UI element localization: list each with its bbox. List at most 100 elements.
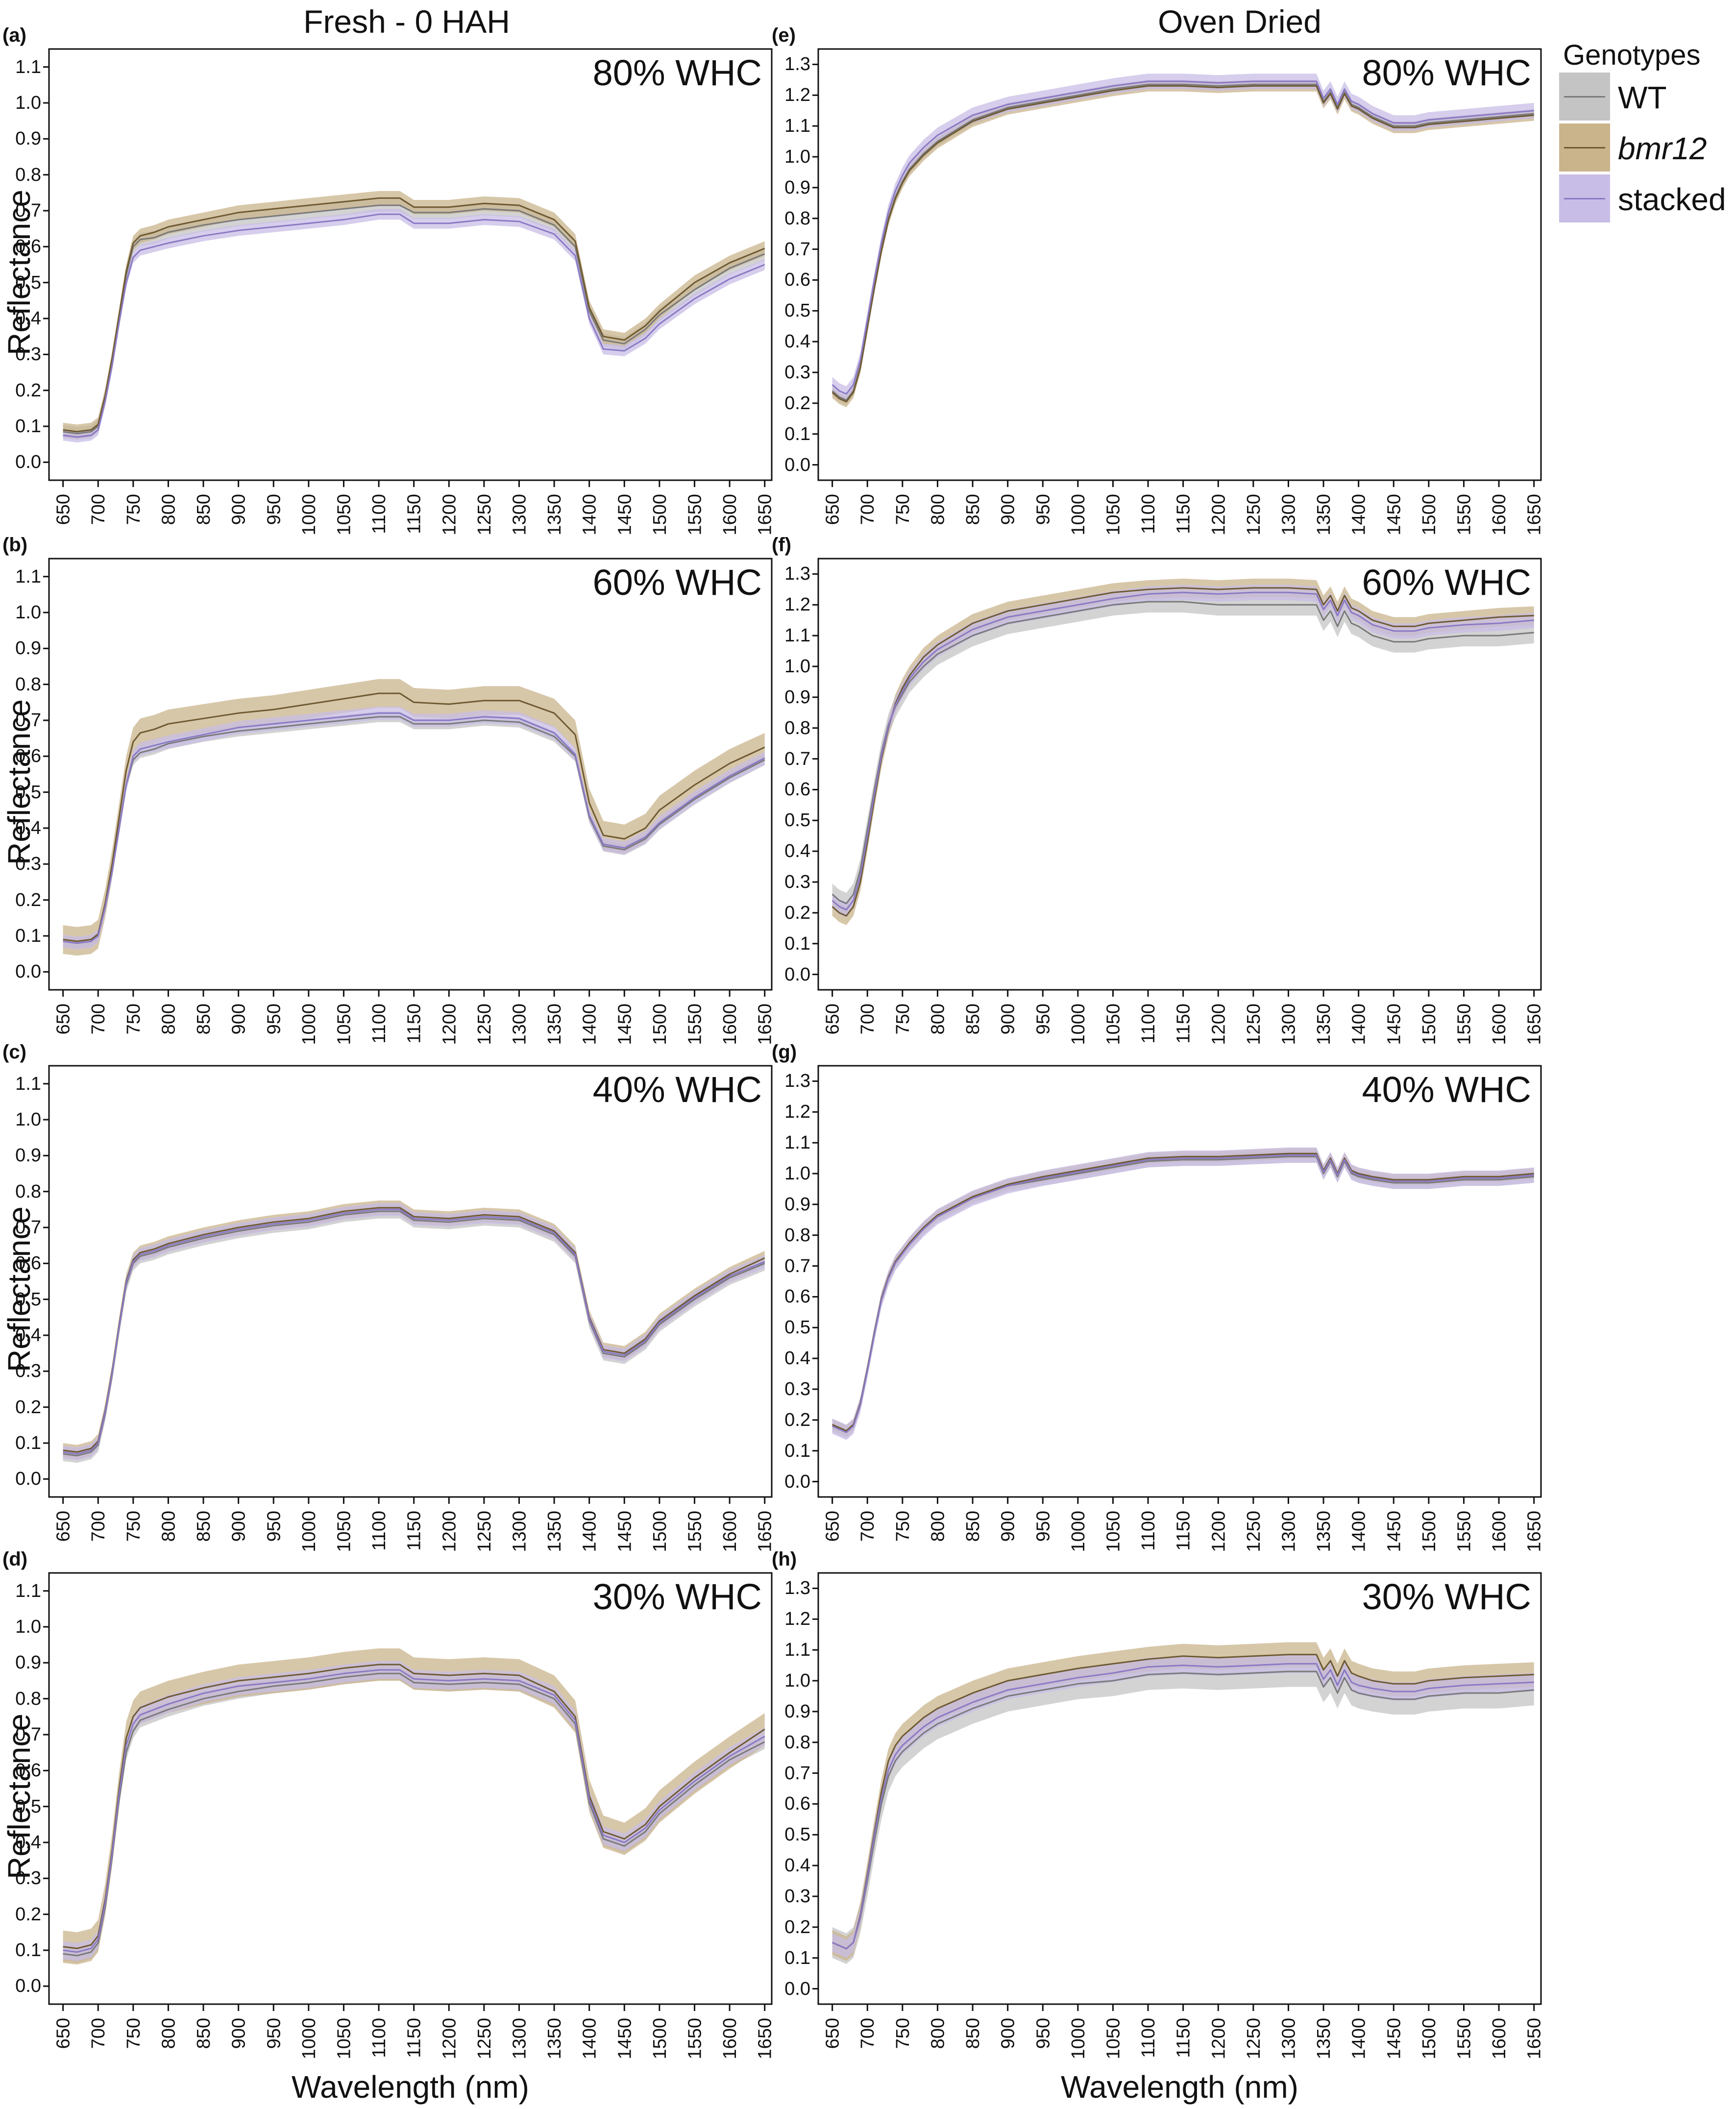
x-tick-label: 1650: [755, 2018, 776, 2060]
x-tick-label: 1550: [685, 2018, 705, 2060]
y-tick-label: 0.9: [15, 1652, 41, 1673]
x-tick-label: 1600: [720, 1004, 740, 1045]
x-tick-label: 1350: [544, 2018, 565, 2060]
x-tick-label: 850: [194, 1004, 214, 1034]
y-tick-label: 0.2: [15, 1904, 41, 1925]
legend-key-wt: [1559, 73, 1610, 121]
x-tick-label: 1000: [1068, 1511, 1089, 1552]
x-tick-label: 850: [194, 1511, 214, 1542]
plot-frame: [817, 1572, 1542, 2005]
x-tick-label: 1550: [1454, 1511, 1474, 1552]
x-tick-label: 1250: [1244, 2018, 1264, 2060]
x-tick-label: 800: [158, 1511, 179, 1542]
whc-annotation-d: 30% WHC: [592, 1576, 762, 1617]
x-tick-label: 1050: [334, 1511, 354, 1552]
y-tick-label: 0.8: [784, 1732, 810, 1753]
x-tick-label: 650: [823, 494, 843, 525]
panel-label-c: (c): [2, 1041, 26, 1063]
x-tick-label: 850: [963, 1004, 983, 1034]
x-tick-label: 650: [53, 1511, 74, 1542]
series-line-stacked: [831, 80, 1534, 395]
y-tick-label: 0.4: [15, 308, 41, 329]
whc-annotation-c: 40% WHC: [592, 1069, 762, 1110]
y-tick-label: 0.9: [15, 1145, 41, 1166]
x-tick-label: 1200: [1208, 494, 1229, 536]
chart-svg-g: 650 700 750 800 850 900 950 1000 1050 1100 1150 120…: [812, 1065, 1545, 1552]
y-tick-label: 0.2: [15, 1397, 41, 1418]
x-tick-label: 1400: [1349, 1511, 1369, 1552]
series-line-stacked: [63, 1208, 765, 1455]
y-tick-label: 1.0: [784, 1163, 810, 1184]
x-tick-label: 1400: [1349, 2018, 1369, 2060]
series-line-bmr12: [63, 692, 765, 942]
y-tick-label: 0.9: [15, 128, 41, 149]
legend-item-bmr12: bmr12: [1558, 123, 1735, 174]
x-tick-label: 1250: [1244, 494, 1264, 536]
panel-a: 650 700 750 800 850 900 950 1000 1050 1100 1150 120…: [43, 48, 776, 536]
y-tick-label: 0.9: [784, 177, 810, 198]
x-tick-label: 1550: [685, 494, 705, 536]
x-tick-label: 1450: [1384, 1511, 1404, 1552]
y-tick-label: 0.2: [784, 392, 810, 414]
x-tick-label: 1050: [334, 1004, 354, 1045]
series-line-stacked: [63, 213, 765, 438]
series-line-bmr12: [831, 587, 1534, 917]
x-tick-label: 1100: [1138, 1004, 1159, 1044]
series-line-wt: [831, 601, 1534, 905]
x-tick-label: 1300: [1278, 2018, 1299, 2060]
x-tick-label: 1200: [1208, 2018, 1229, 2060]
x-tick-label: 650: [53, 494, 74, 525]
y-axis-label: Reflectance: [1, 1714, 37, 1879]
whc-annotation-h: 30% WHC: [1362, 1576, 1531, 1617]
x-tick-label: 750: [893, 1004, 913, 1034]
chart-svg-b: 650 700 750 800 850 900 950 1000 1050 1100 1150 120…: [43, 558, 776, 1045]
x-tick-label: 1350: [1314, 1511, 1334, 1552]
y-tick-label: 0.7: [15, 1724, 41, 1745]
y-tick-label: 1.1: [784, 625, 810, 646]
series-line-wt: [831, 1670, 1534, 1950]
x-tick-label: 900: [998, 1511, 1019, 1542]
x-tick-label: 1100: [369, 1511, 390, 1551]
x-tick-label: 1650: [1524, 1004, 1545, 1045]
x-tick-label: 1350: [1314, 2018, 1334, 2060]
x-tick-label: 800: [158, 1004, 179, 1034]
y-tick-label: 1.1: [15, 1580, 41, 1601]
panel-c: 650 700 750 800 850 900 950 1000 1050 1100 1150 120…: [43, 1065, 776, 1552]
y-tick-label: 0.8: [15, 674, 41, 695]
x-tick-label: 1400: [1349, 494, 1369, 536]
y-tick-label: 1.1: [15, 1073, 41, 1094]
x-tick-label: 1050: [1103, 494, 1124, 536]
x-tick-label: 800: [928, 1511, 948, 1542]
y-axis-label: Reflectance: [1, 190, 37, 355]
y-tick-label: 0.9: [15, 638, 41, 659]
x-tick-label: 700: [88, 1511, 109, 1542]
legend-key-stacked: [1559, 174, 1610, 222]
x-tick-label: 1100: [369, 2018, 390, 2058]
x-tick-label: 1600: [720, 2018, 740, 2060]
panel-label-h: (h): [772, 1548, 797, 1570]
x-tick-label: 700: [857, 494, 878, 525]
x-tick-label: 1650: [1524, 2018, 1545, 2060]
y-tick-label: 0.4: [784, 1348, 810, 1369]
x-tick-label: 1150: [1174, 494, 1194, 534]
x-tick-label: 1400: [1349, 1004, 1369, 1045]
y-tick-label: 1.0: [15, 93, 41, 113]
y-tick-label: 0.0: [784, 964, 810, 985]
legend-key-bmr12: [1559, 123, 1610, 172]
y-tick-label: 0.5: [15, 782, 41, 803]
y-tick-label: 0.9: [784, 687, 810, 708]
y-tick-label: 0.7: [15, 710, 41, 731]
x-tick-label: 1500: [650, 2018, 670, 2060]
x-tick-label: 1500: [1419, 1511, 1440, 1552]
x-tick-label: 900: [229, 2018, 249, 2049]
x-tick-label: 800: [158, 494, 179, 525]
y-tick-label: 0.4: [784, 841, 810, 862]
whc-annotation-f: 60% WHC: [1362, 562, 1531, 603]
x-tick-label: 1250: [474, 2018, 495, 2060]
x-tick-label: 1600: [720, 1511, 740, 1552]
y-tick-label: 0.1: [784, 933, 810, 954]
panel-f: 650 700 750 800 850 900 950 1000 1050 1100 1150 120…: [812, 558, 1545, 1045]
x-tick-label: 1000: [299, 494, 319, 536]
x-tick-label: 1250: [474, 1004, 495, 1045]
